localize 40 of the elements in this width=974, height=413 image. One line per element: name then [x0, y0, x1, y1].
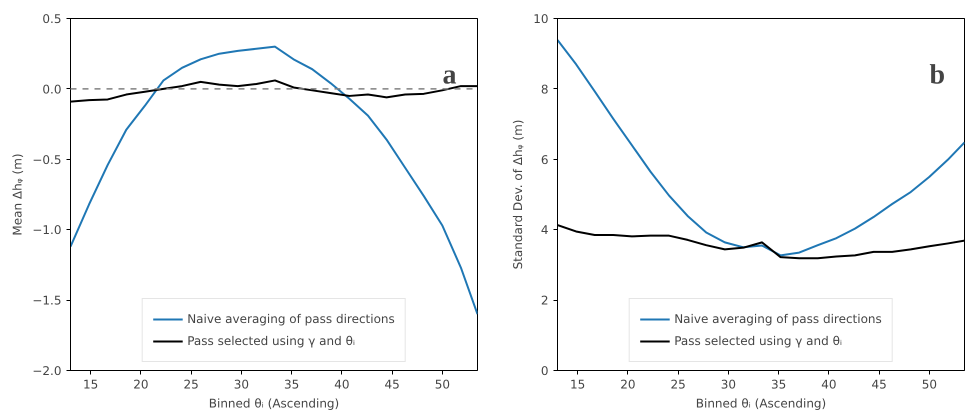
- y-tick-label: −0.5: [32, 152, 62, 167]
- x-tick-label: 45: [384, 378, 400, 392]
- x-tick-label: 25: [670, 378, 686, 392]
- y-tick-label: 0: [540, 364, 549, 378]
- x-tick-label: 35: [284, 378, 300, 392]
- legend-label: Naive averaging of pass directions: [674, 312, 882, 326]
- y-tick-label: 0.5: [42, 12, 62, 26]
- y-tick-label: 2: [540, 294, 549, 308]
- y-tick-label: −1.0: [32, 223, 62, 238]
- y-tick-label: 10: [533, 12, 549, 26]
- legend-label: Pass selected using γ and θᵢ: [187, 334, 356, 348]
- y-tick-label: 0.0: [42, 82, 62, 96]
- x-tick-label: 30: [234, 378, 249, 392]
- y-tick-label: −2.0: [32, 364, 62, 378]
- legend-label: Naive averaging of pass directions: [187, 312, 395, 326]
- x-tick-label: 35: [770, 378, 786, 392]
- annotation: a: [442, 60, 456, 90]
- line-series: [558, 38, 964, 256]
- x-tick-label: 50: [434, 378, 450, 392]
- x-tick-label: 30: [720, 378, 736, 392]
- annotation: b: [930, 60, 946, 90]
- x-tick-label: 25: [183, 378, 199, 392]
- y-axis-title: Standard Dev. of Δhᵩ (m): [511, 120, 526, 270]
- y-tick-label: 4: [540, 223, 549, 238]
- y-axis-title: Mean Δhᵩ (m): [10, 153, 24, 236]
- legend-label: Pass selected using γ and θᵢ: [674, 334, 842, 348]
- x-tick-label: 15: [82, 378, 98, 392]
- x-axis-title: Binned θᵢ (Ascending): [696, 396, 826, 410]
- y-tick-label: 6: [540, 152, 549, 167]
- x-tick-label: 40: [334, 378, 350, 392]
- y-tick-label: 8: [540, 82, 549, 96]
- x-axis-title: Binned θᵢ (Ascending): [208, 396, 340, 410]
- x-tick-label: 50: [922, 378, 937, 392]
- x-tick-label: 20: [133, 378, 148, 392]
- y-tick-label: −1.5: [32, 294, 62, 308]
- x-tick-label: 40: [821, 378, 836, 392]
- x-tick-label: 45: [871, 378, 887, 392]
- x-tick-label: 15: [570, 378, 586, 392]
- x-tick-label: 20: [620, 378, 636, 392]
- line-series: [70, 46, 478, 316]
